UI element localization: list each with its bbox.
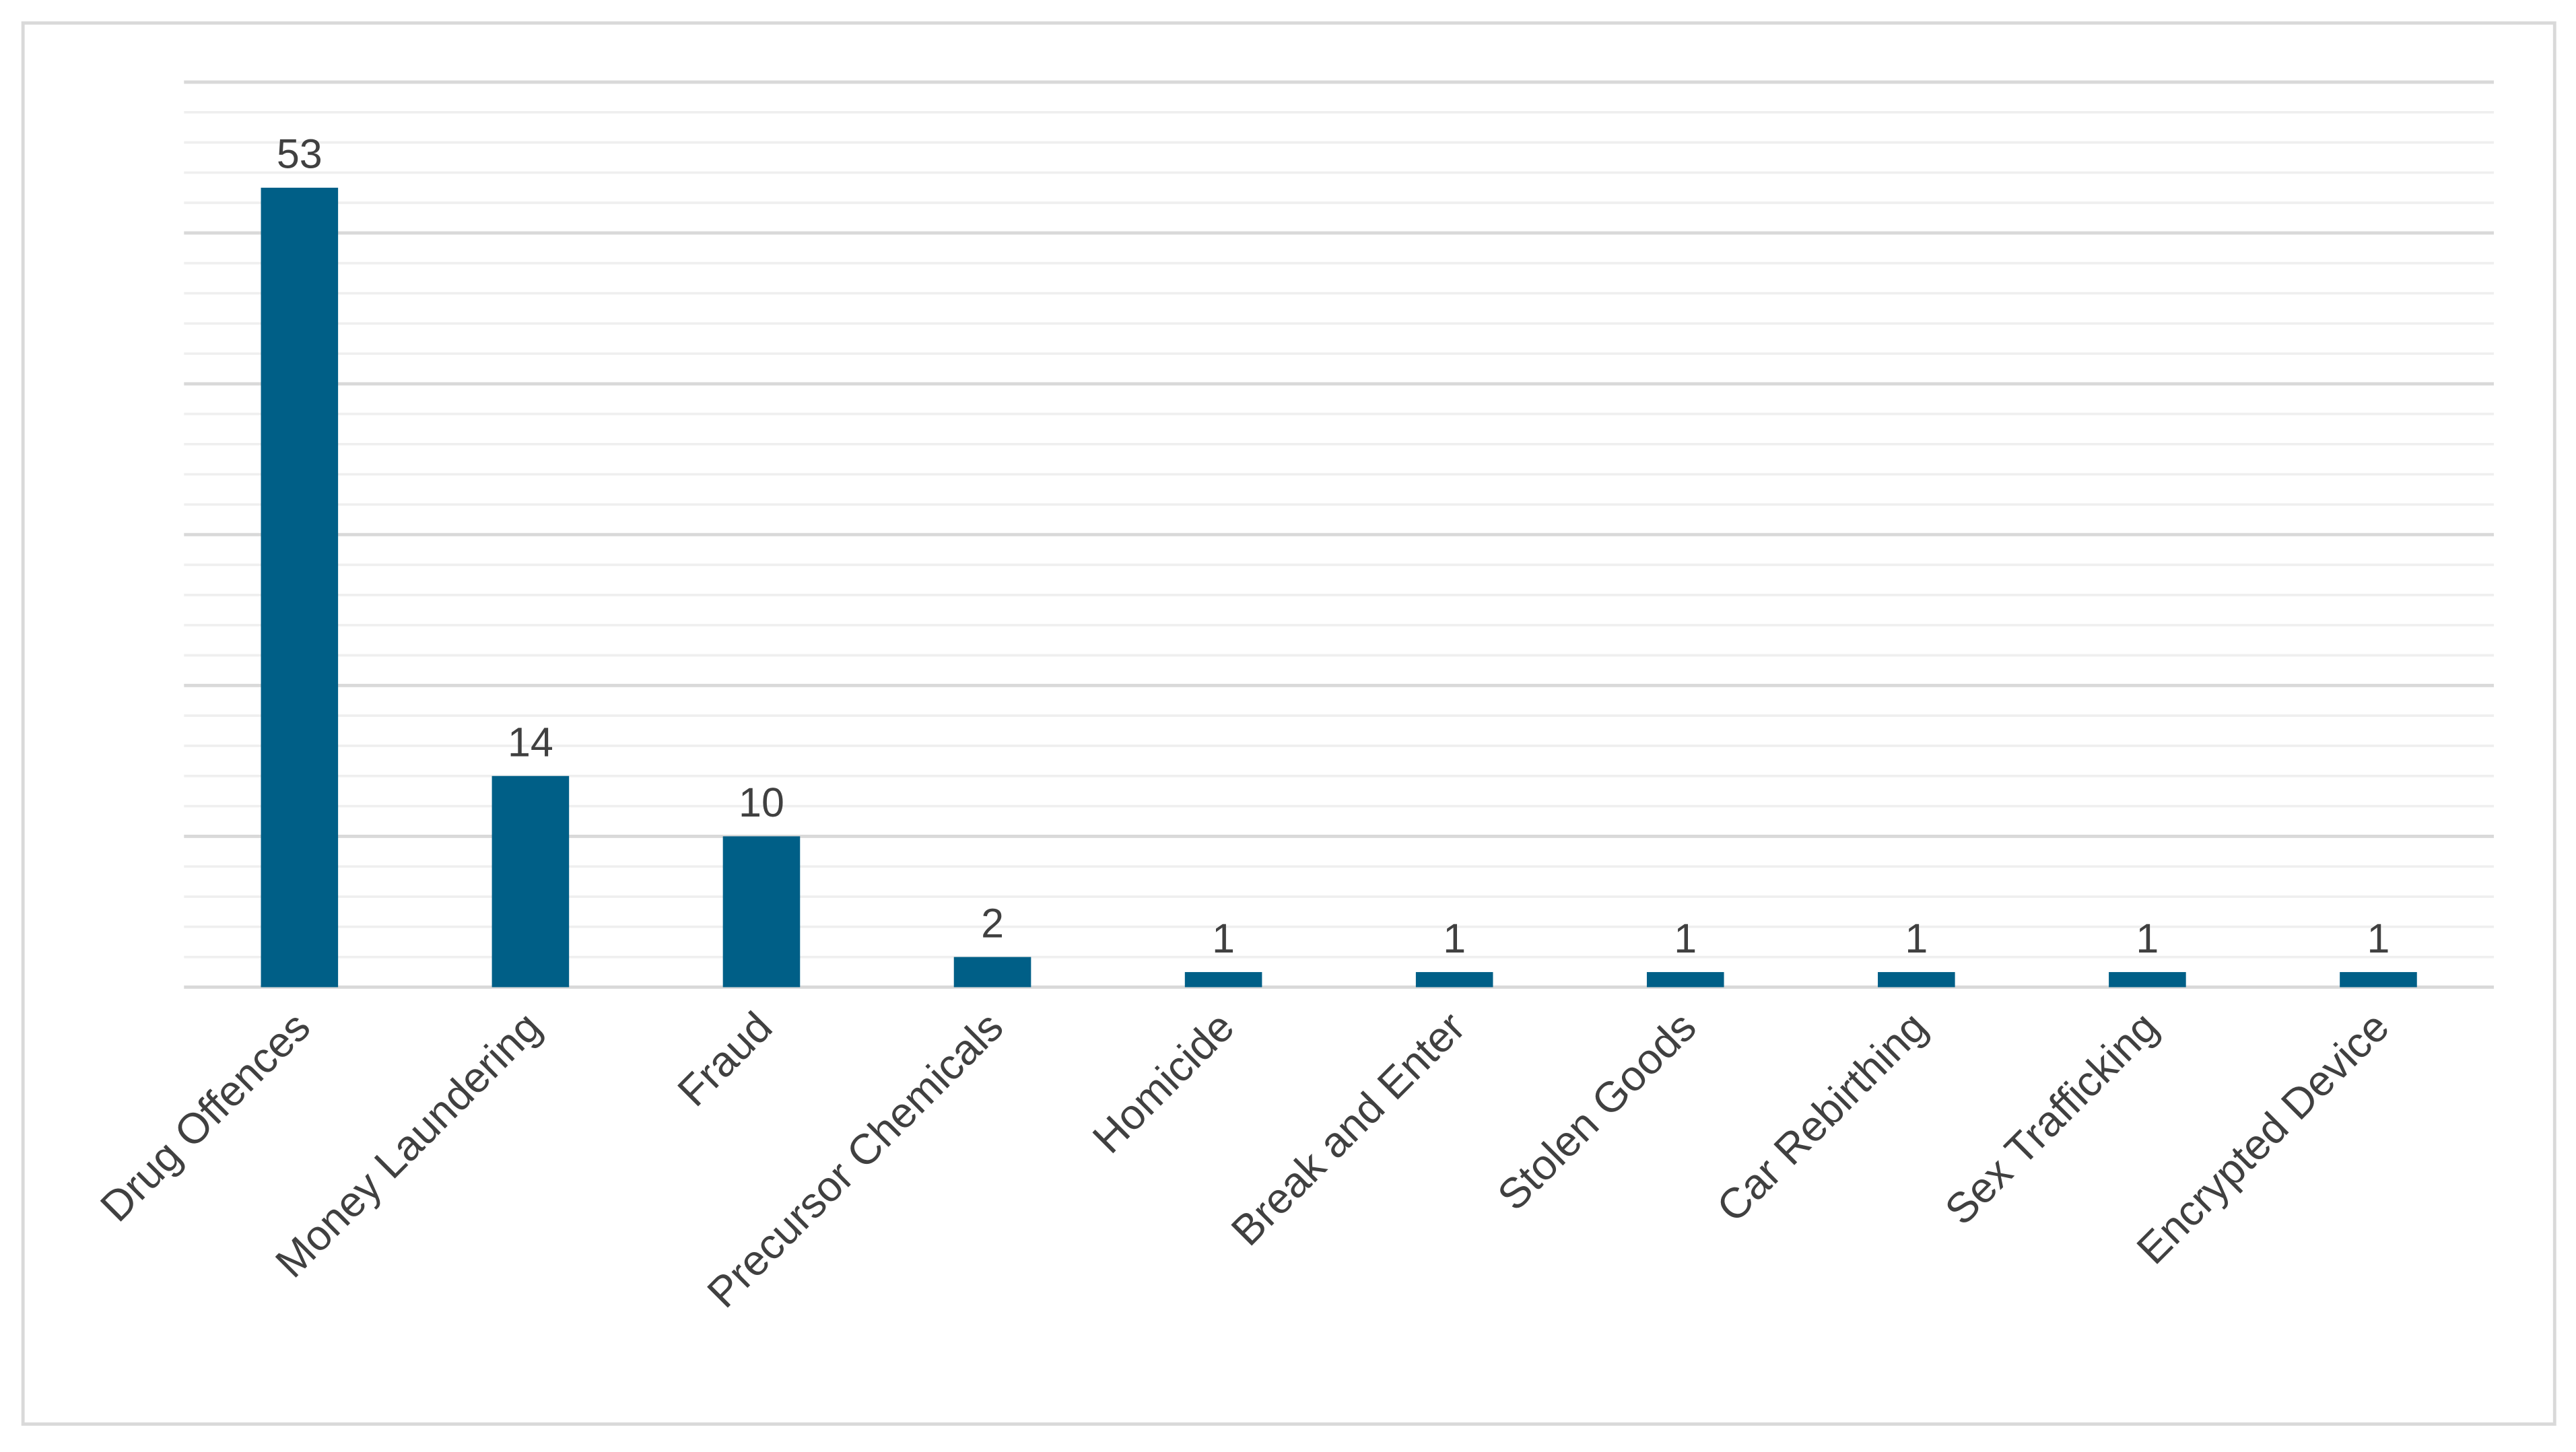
data-label: 53 — [277, 131, 323, 177]
data-label: 1 — [1674, 915, 1697, 961]
data-label: 1 — [2136, 915, 2159, 961]
data-label: 1 — [1212, 915, 1235, 961]
bar — [492, 775, 570, 988]
data-label: 10 — [739, 780, 784, 825]
bar — [1878, 972, 1955, 988]
bar — [261, 187, 339, 988]
bar — [1646, 972, 1724, 988]
data-label: 14 — [508, 719, 553, 765]
bar — [953, 957, 1031, 988]
bar — [2109, 972, 2186, 988]
bar — [722, 836, 801, 988]
bar — [1184, 972, 1262, 988]
bar — [1415, 972, 1493, 988]
chart-border — [21, 21, 2556, 1426]
data-label: 1 — [2367, 915, 2389, 961]
bar — [2340, 972, 2417, 988]
data-label: 2 — [981, 900, 1004, 946]
data-label: 1 — [1443, 915, 1466, 961]
data-label: 1 — [1905, 915, 1928, 961]
